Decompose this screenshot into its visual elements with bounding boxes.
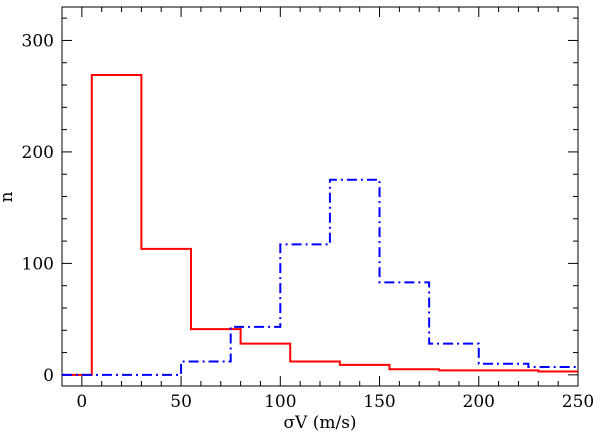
x-axis-label: σV (m/s) bbox=[283, 413, 356, 432]
series-2-histogram-line bbox=[62, 178, 578, 376]
x-tick-label: 50 bbox=[170, 392, 192, 412]
series-1-histogram-line bbox=[62, 73, 578, 376]
plot-frame bbox=[61, 6, 579, 387]
x-tick-label: 200 bbox=[463, 392, 495, 412]
minor-ticks bbox=[61, 7, 578, 386]
y-tick-label: 0 bbox=[43, 366, 54, 386]
x-tick-label: 0 bbox=[76, 392, 87, 412]
x-tick-label: 250 bbox=[562, 392, 594, 412]
major-ticks bbox=[62, 7, 579, 386]
x-tick-labels: 0 50 100 150 200 250 bbox=[76, 392, 594, 412]
y-tick-label: 100 bbox=[22, 254, 54, 274]
x-tick-label: 150 bbox=[363, 392, 395, 412]
series-layer bbox=[62, 73, 578, 376]
y-tick-label: 200 bbox=[22, 143, 54, 163]
x-tick-label: 100 bbox=[264, 392, 296, 412]
y-tick-label: 300 bbox=[22, 31, 54, 51]
y-axis-label: n bbox=[0, 191, 17, 202]
y-tick-labels: 0 100 200 300 bbox=[22, 31, 54, 385]
